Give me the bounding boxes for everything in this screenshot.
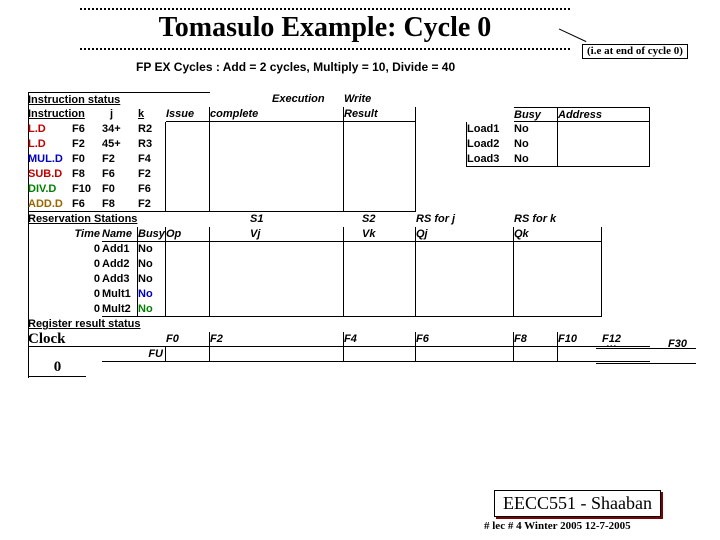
rs-vj: Vj: [250, 228, 260, 240]
hdr-exec: Execution: [272, 92, 344, 107]
j-0: 34+: [102, 122, 138, 137]
rs1-n: Add2: [102, 257, 138, 272]
load-0-n: Load1: [466, 122, 514, 137]
hdr-address: Address: [558, 107, 650, 122]
hdr-k: k: [138, 107, 166, 122]
rs1-b: No: [138, 257, 166, 272]
k-0: R2: [138, 122, 166, 137]
rs-label: Reservation Stations: [28, 212, 166, 227]
rs0-t: 0: [28, 242, 102, 257]
hdr-result: Result: [344, 107, 416, 122]
k-2: F4: [138, 152, 166, 167]
rs-s2: S2: [362, 213, 375, 225]
rs-rsk: RS for k: [514, 212, 602, 227]
hdr-complete: complete: [210, 107, 344, 122]
rs-time: Time: [28, 227, 102, 242]
j-5: F8: [102, 197, 138, 212]
hdr-instr-status: Instruction status: [28, 92, 210, 107]
k-1: R3: [138, 137, 166, 152]
rs3-t: 0: [28, 287, 102, 302]
rs-qk: Qk: [514, 227, 602, 242]
rs4-t: 0: [28, 302, 102, 317]
d-2: F0: [72, 152, 102, 167]
rs0-b: No: [138, 242, 166, 257]
reg-rule: [596, 348, 696, 349]
rs2-n: Add3: [102, 272, 138, 287]
j-2: F2: [102, 152, 138, 167]
reg-F4: F4: [344, 332, 416, 347]
j-3: F6: [102, 167, 138, 182]
load-2-b: No: [514, 152, 558, 167]
d-5: F6: [72, 197, 102, 212]
d-0: F6: [72, 122, 102, 137]
k-5: F2: [138, 197, 166, 212]
footer-meta: # lec # 4 Winter 2005 12-7-2005: [484, 520, 631, 532]
title-box: Tomasulo Example: Cycle 0: [80, 8, 570, 50]
callout: (i.e at end of cycle 0): [582, 44, 688, 59]
d-4: F10: [72, 182, 102, 197]
j-4: F0: [102, 182, 138, 197]
rs-op: Op: [166, 227, 210, 242]
rs-name: Name: [102, 227, 138, 242]
rs-rsj: RS for j: [416, 212, 514, 227]
op-4: DIV.D: [28, 182, 72, 197]
d-1: F2: [72, 137, 102, 152]
hdr-write: Write: [344, 92, 416, 107]
hdr-j: j: [102, 107, 138, 122]
main-grid: Instruction status Execution Write Instr…: [28, 92, 708, 362]
load-1-n: Load2: [466, 137, 514, 152]
reg-F6: F6: [416, 332, 514, 347]
hdr-instruction: Instruction: [28, 107, 102, 122]
load-2-n: Load3: [466, 152, 514, 167]
reg-F8: F8: [514, 332, 558, 347]
rs1-t: 0: [28, 257, 102, 272]
page-title: Tomasulo Example: Cycle 0: [80, 12, 570, 44]
fu-label: FU: [102, 347, 166, 362]
rs4-n: Mult2: [102, 302, 138, 317]
hdr-busy2: Busy: [514, 107, 558, 122]
j-1: 45+: [102, 137, 138, 152]
op-3: SUB.D: [28, 167, 72, 182]
rs2-t: 0: [28, 272, 102, 287]
footer-course: EECC551 - Shaaban: [494, 490, 661, 517]
rs-busy: Busy: [138, 227, 166, 242]
load-1-b: No: [514, 137, 558, 152]
rs-s1: S1: [250, 213, 263, 225]
op-5: ADD.D: [28, 197, 72, 212]
op-1: L.D: [28, 137, 72, 152]
reg-F0: F0: [166, 332, 210, 347]
reg-F2: F2: [210, 332, 344, 347]
reg-F10: F10: [558, 332, 602, 347]
k-4: F6: [138, 182, 166, 197]
rs-qj: Qj: [416, 227, 514, 242]
subtitle: FP EX Cycles : Add = 2 cycles, Multiply …: [136, 60, 455, 74]
op-0: L.D: [28, 122, 72, 137]
rs2-b: No: [138, 272, 166, 287]
rs-vk: Vk: [362, 228, 375, 240]
k-3: F2: [138, 167, 166, 182]
reg-status: Register result status: [28, 317, 210, 332]
rs4-b: No: [138, 302, 166, 317]
load-0-b: No: [514, 122, 558, 137]
rs3-n: Mult1: [102, 287, 138, 302]
clock-label: Clock: [28, 332, 102, 347]
rs0-n: Add1: [102, 242, 138, 257]
hdr-issue: Issue: [166, 107, 210, 122]
clock-value: 0: [28, 357, 86, 377]
rs3-b: No: [138, 287, 166, 302]
d-3: F8: [72, 167, 102, 182]
op-2: MUL.D: [28, 152, 72, 167]
reg-rule2: [596, 363, 696, 364]
